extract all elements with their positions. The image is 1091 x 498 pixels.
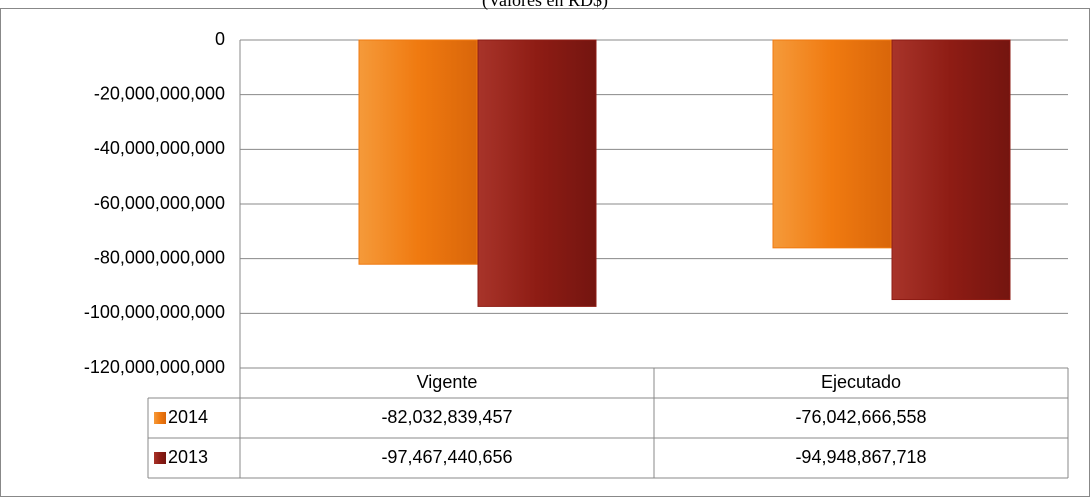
legend-key — [154, 452, 166, 464]
y-tick-label: -40,000,000,000 — [94, 138, 225, 158]
legend-label: 2014 — [168, 407, 208, 427]
y-tick-label: 0 — [215, 29, 225, 49]
category-label: Ejecutado — [821, 372, 901, 392]
table-value: -76,042,666,558 — [795, 407, 926, 427]
table-value: -94,948,867,718 — [795, 447, 926, 467]
table-value: -82,032,839,457 — [381, 407, 512, 427]
y-tick-label: -20,000,000,000 — [94, 83, 225, 103]
legend-label: 2013 — [168, 447, 208, 467]
chart-border — [0, 8, 1090, 497]
y-tick-label: -80,000,000,000 — [94, 247, 225, 267]
y-tick-label: -100,000,000,000 — [84, 302, 225, 322]
legend-key — [154, 412, 166, 424]
bar — [477, 39, 597, 307]
table-value: -97,467,440,656 — [381, 447, 512, 467]
bar — [891, 39, 1011, 301]
chart-subtitle: (Valores en RD$) — [482, 0, 608, 11]
bar — [358, 39, 478, 265]
y-tick-label: -60,000,000,000 — [94, 193, 225, 213]
y-tick-label: -120,000,000,000 — [84, 357, 225, 377]
bar — [772, 39, 892, 249]
category-label: Vigente — [417, 372, 478, 392]
